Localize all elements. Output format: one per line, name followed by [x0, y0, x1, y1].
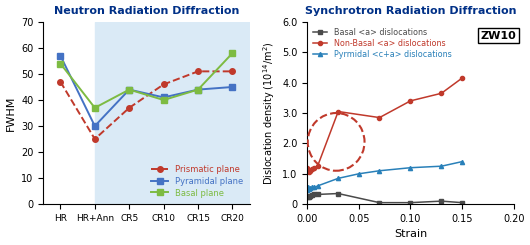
Pyrmidal <c+a> dislocations	[376, 169, 383, 172]
Basal <a> dislocations	[407, 201, 413, 204]
Pyrmidal <c+a> dislocations	[307, 187, 314, 190]
Basal plane	[195, 88, 201, 91]
Prismatic plane	[195, 70, 201, 73]
Non-Basal <a> dislocations	[335, 110, 341, 113]
Non-Basal <a> dislocations	[407, 99, 413, 102]
Pyrmidal <c+a> dislocations	[311, 186, 317, 189]
Pyrmidal <c+a> dislocations	[356, 172, 362, 175]
Non-Basal <a> dislocations	[306, 171, 313, 174]
Line: Basal plane: Basal plane	[58, 50, 235, 110]
Non-Basal <a> dislocations	[305, 169, 312, 172]
Basal <a> dislocations	[311, 192, 317, 195]
Title: Neutron Radiation Diffraction: Neutron Radiation Diffraction	[54, 6, 239, 15]
Basal plane	[161, 98, 167, 101]
Text: ZW10: ZW10	[480, 31, 516, 41]
Non-Basal <a> dislocations	[309, 168, 315, 171]
Basal <a> dislocations	[304, 194, 311, 197]
Basal <a> dislocations	[305, 196, 312, 199]
Non-Basal <a> dislocations	[311, 166, 317, 169]
Line: Pyramidal plane: Pyramidal plane	[58, 53, 235, 129]
Pyramidal plane	[161, 96, 167, 99]
Prismatic plane	[161, 83, 167, 86]
Pyramidal plane	[92, 124, 98, 127]
Pyrmidal <c+a> dislocations	[314, 184, 321, 187]
Pyrmidal <c+a> dislocations	[309, 186, 315, 189]
X-axis label: Strain: Strain	[394, 230, 427, 239]
Line: Pyrmidal <c+a> dislocations: Pyrmidal <c+a> dislocations	[305, 159, 464, 193]
Pyramidal plane	[126, 88, 132, 91]
Title: Synchrotron Radiation Diffraction: Synchrotron Radiation Diffraction	[305, 6, 516, 15]
Non-Basal <a> dislocations	[304, 166, 311, 169]
Pyrmidal <c+a> dislocations	[305, 186, 312, 189]
Pyramidal plane	[195, 88, 201, 91]
Line: Non-Basal <a> dislocations: Non-Basal <a> dislocations	[305, 76, 464, 174]
Prismatic plane	[57, 80, 64, 83]
Basal <a> dislocations	[335, 192, 341, 195]
Pyrmidal <c+a> dislocations	[304, 189, 311, 192]
Line: Prismatic plane: Prismatic plane	[58, 69, 235, 142]
Prismatic plane	[92, 138, 98, 141]
Basal <a> dislocations	[438, 200, 445, 203]
Basal plane	[229, 52, 236, 55]
Basal <a> dislocations	[314, 193, 321, 196]
Basal <a> dislocations	[376, 201, 383, 204]
Basal <a> dislocations	[306, 195, 313, 198]
Prismatic plane	[229, 70, 236, 73]
Bar	[95, 22, 250, 204]
Pyramidal plane	[229, 86, 236, 88]
Non-Basal <a> dislocations	[459, 77, 465, 80]
Basal plane	[126, 88, 132, 91]
Basal plane	[57, 62, 64, 65]
Non-Basal <a> dislocations	[307, 169, 314, 172]
Pyrmidal <c+a> dislocations	[459, 160, 465, 163]
Y-axis label: FWHM: FWHM	[5, 95, 15, 131]
Legend: Prismatic plane, Pyramidal plane, Basal plane: Prismatic plane, Pyramidal plane, Basal …	[149, 163, 245, 200]
Pyramidal plane	[57, 54, 64, 57]
Non-Basal <a> dislocations	[438, 92, 445, 95]
Prismatic plane	[126, 106, 132, 109]
Basal <a> dislocations	[459, 201, 465, 204]
Y-axis label: Dislocation density (10$^{14}$/m$^2$): Dislocation density (10$^{14}$/m$^2$)	[261, 41, 277, 185]
Pyrmidal <c+a> dislocations	[407, 166, 413, 169]
Legend: Basal <a> dislocations, Non-Basal <a> dislocations, Pyrmidal <c+a> dislocations: Basal <a> dislocations, Non-Basal <a> di…	[311, 26, 453, 60]
Line: Basal <a> dislocations: Basal <a> dislocations	[305, 191, 464, 205]
Basal plane	[92, 106, 98, 109]
Basal <a> dislocations	[309, 194, 315, 196]
Pyrmidal <c+a> dislocations	[335, 177, 341, 180]
Pyrmidal <c+a> dislocations	[306, 187, 313, 190]
Non-Basal <a> dislocations	[314, 165, 321, 168]
Pyrmidal <c+a> dislocations	[438, 165, 445, 168]
Non-Basal <a> dislocations	[376, 116, 383, 119]
Basal <a> dislocations	[307, 195, 314, 197]
